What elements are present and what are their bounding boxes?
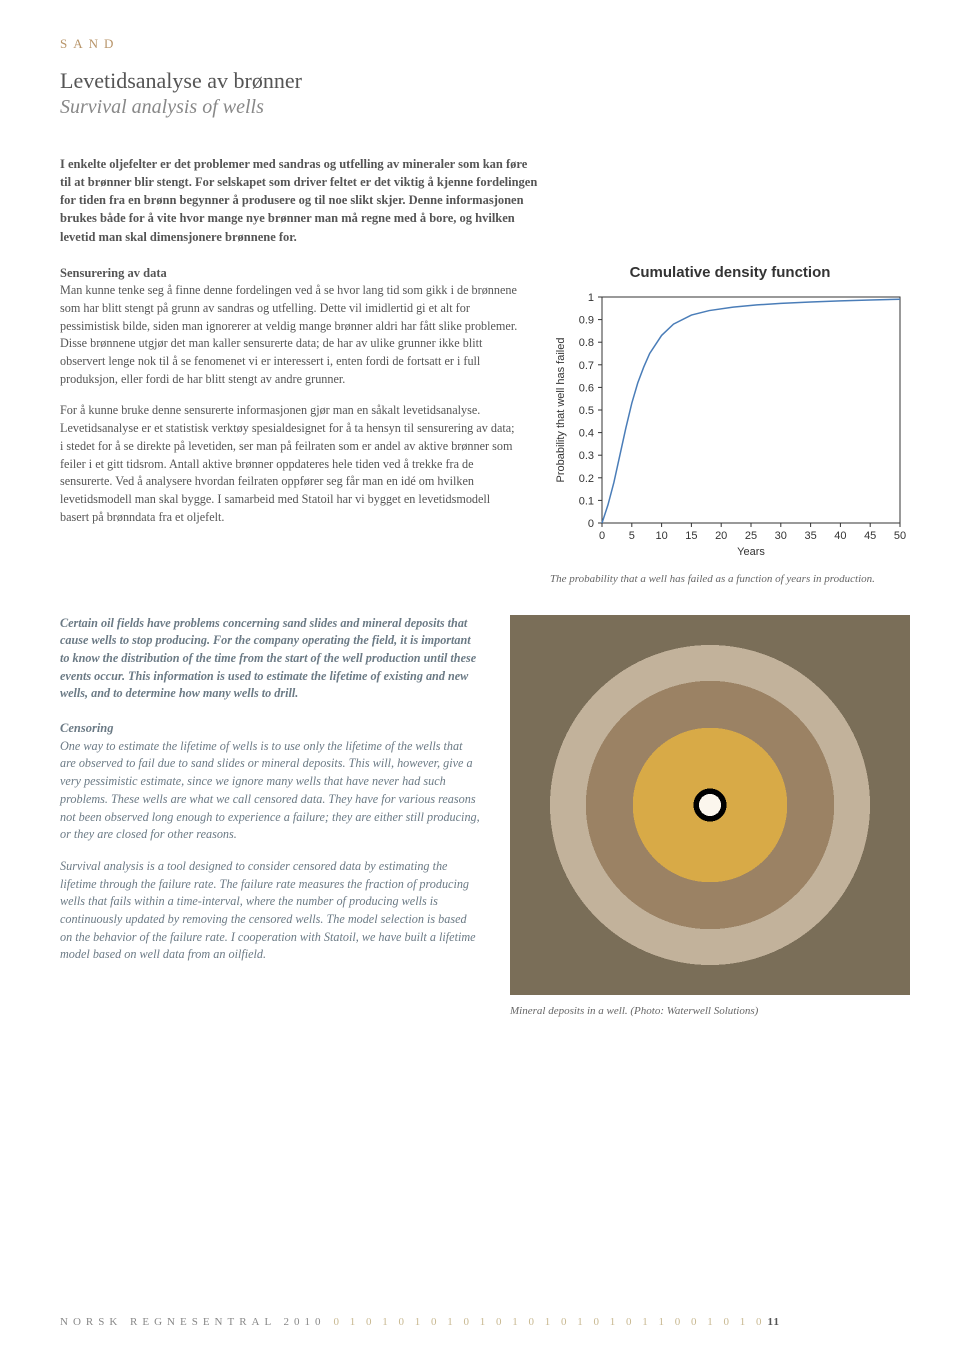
image-caption: Mineral deposits in a well. (Photo: Wate… [510, 1005, 910, 1017]
svg-text:10: 10 [655, 530, 667, 542]
para-censoring: Censoring One way to estimate the lifeti… [60, 719, 480, 844]
chart-title: Cumulative density function [550, 264, 910, 281]
subhead-censoring: Censoring [60, 721, 114, 735]
svg-text:0.2: 0.2 [579, 472, 594, 484]
para-levetidsanalyse: For å kunne bruke denne sensurerte infor… [60, 402, 520, 526]
english-intro: Certain oil fields have problems concern… [60, 615, 480, 703]
svg-text:0.7: 0.7 [579, 359, 594, 371]
svg-text:0: 0 [599, 530, 605, 542]
chart-container: Cumulative density function 051015202530… [550, 264, 910, 585]
svg-text:0.5: 0.5 [579, 405, 594, 417]
svg-text:0.9: 0.9 [579, 314, 594, 326]
svg-text:45: 45 [864, 530, 876, 542]
svg-text:35: 35 [804, 530, 816, 542]
para1-text: Man kunne tenke seg å finne denne fordel… [60, 283, 517, 385]
svg-text:40: 40 [834, 530, 846, 542]
svg-text:0.8: 0.8 [579, 337, 594, 349]
section-header: SAND [60, 36, 910, 52]
page-number: 11 [768, 1316, 780, 1328]
svg-text:0.4: 0.4 [579, 427, 594, 439]
image-column: Mineral deposits in a well. (Photo: Wate… [510, 615, 910, 1017]
mineral-image [510, 615, 910, 995]
page-title-secondary: Survival analysis of wells [60, 96, 910, 119]
svg-text:5: 5 [629, 530, 635, 542]
svg-text:50: 50 [894, 530, 906, 542]
svg-text:0: 0 [588, 518, 594, 530]
intro-norwegian: I enkelte oljefelter er det problemer me… [60, 155, 540, 246]
footer-binary: 0 1 0 1 0 1 0 1 0 1 0 1 0 1 0 1 0 1 0 1 … [334, 1316, 766, 1328]
svg-text:0.6: 0.6 [579, 382, 594, 394]
svg-text:20: 20 [715, 530, 727, 542]
svg-text:25: 25 [745, 530, 757, 542]
svg-text:0.1: 0.1 [579, 495, 594, 507]
page-title-primary: Levetidsanalyse av brønner [60, 68, 910, 94]
svg-text:1: 1 [588, 292, 594, 304]
cdf-chart: 0 5 10 15 20 25 30 35 40 45 50 0 0.1 0.2 0.3 0.4 0.5 0.6 0… [550, 289, 910, 559]
footer-org: NORSK REGNESENTRAL 2010 [60, 1316, 326, 1328]
para-sensurering: Sensurering av data Man kunne tenke seg … [60, 264, 520, 389]
svg-text:Years: Years [737, 546, 765, 558]
para3-text: One way to estimate the lifetime of well… [60, 739, 480, 841]
para-survival-analysis: Survival analysis is a tool designed to … [60, 858, 480, 964]
svg-text:Probability that well has fail: Probability that well has failed [555, 337, 567, 482]
left-column: Sensurering av data Man kunne tenke seg … [60, 264, 520, 585]
right-column: Cumulative density function 051015202530… [550, 264, 910, 585]
page-footer: NORSK REGNESENTRAL 2010 0 1 0 1 0 1 0 1 … [60, 1316, 910, 1328]
english-column: Certain oil fields have problems concern… [60, 615, 480, 1017]
svg-text:30: 30 [775, 530, 787, 542]
subhead-sensurering: Sensurering av data [60, 266, 167, 280]
chart-caption: The probability that a well has failed a… [550, 573, 910, 585]
svg-text:0.3: 0.3 [579, 450, 594, 462]
svg-text:15: 15 [685, 530, 697, 542]
